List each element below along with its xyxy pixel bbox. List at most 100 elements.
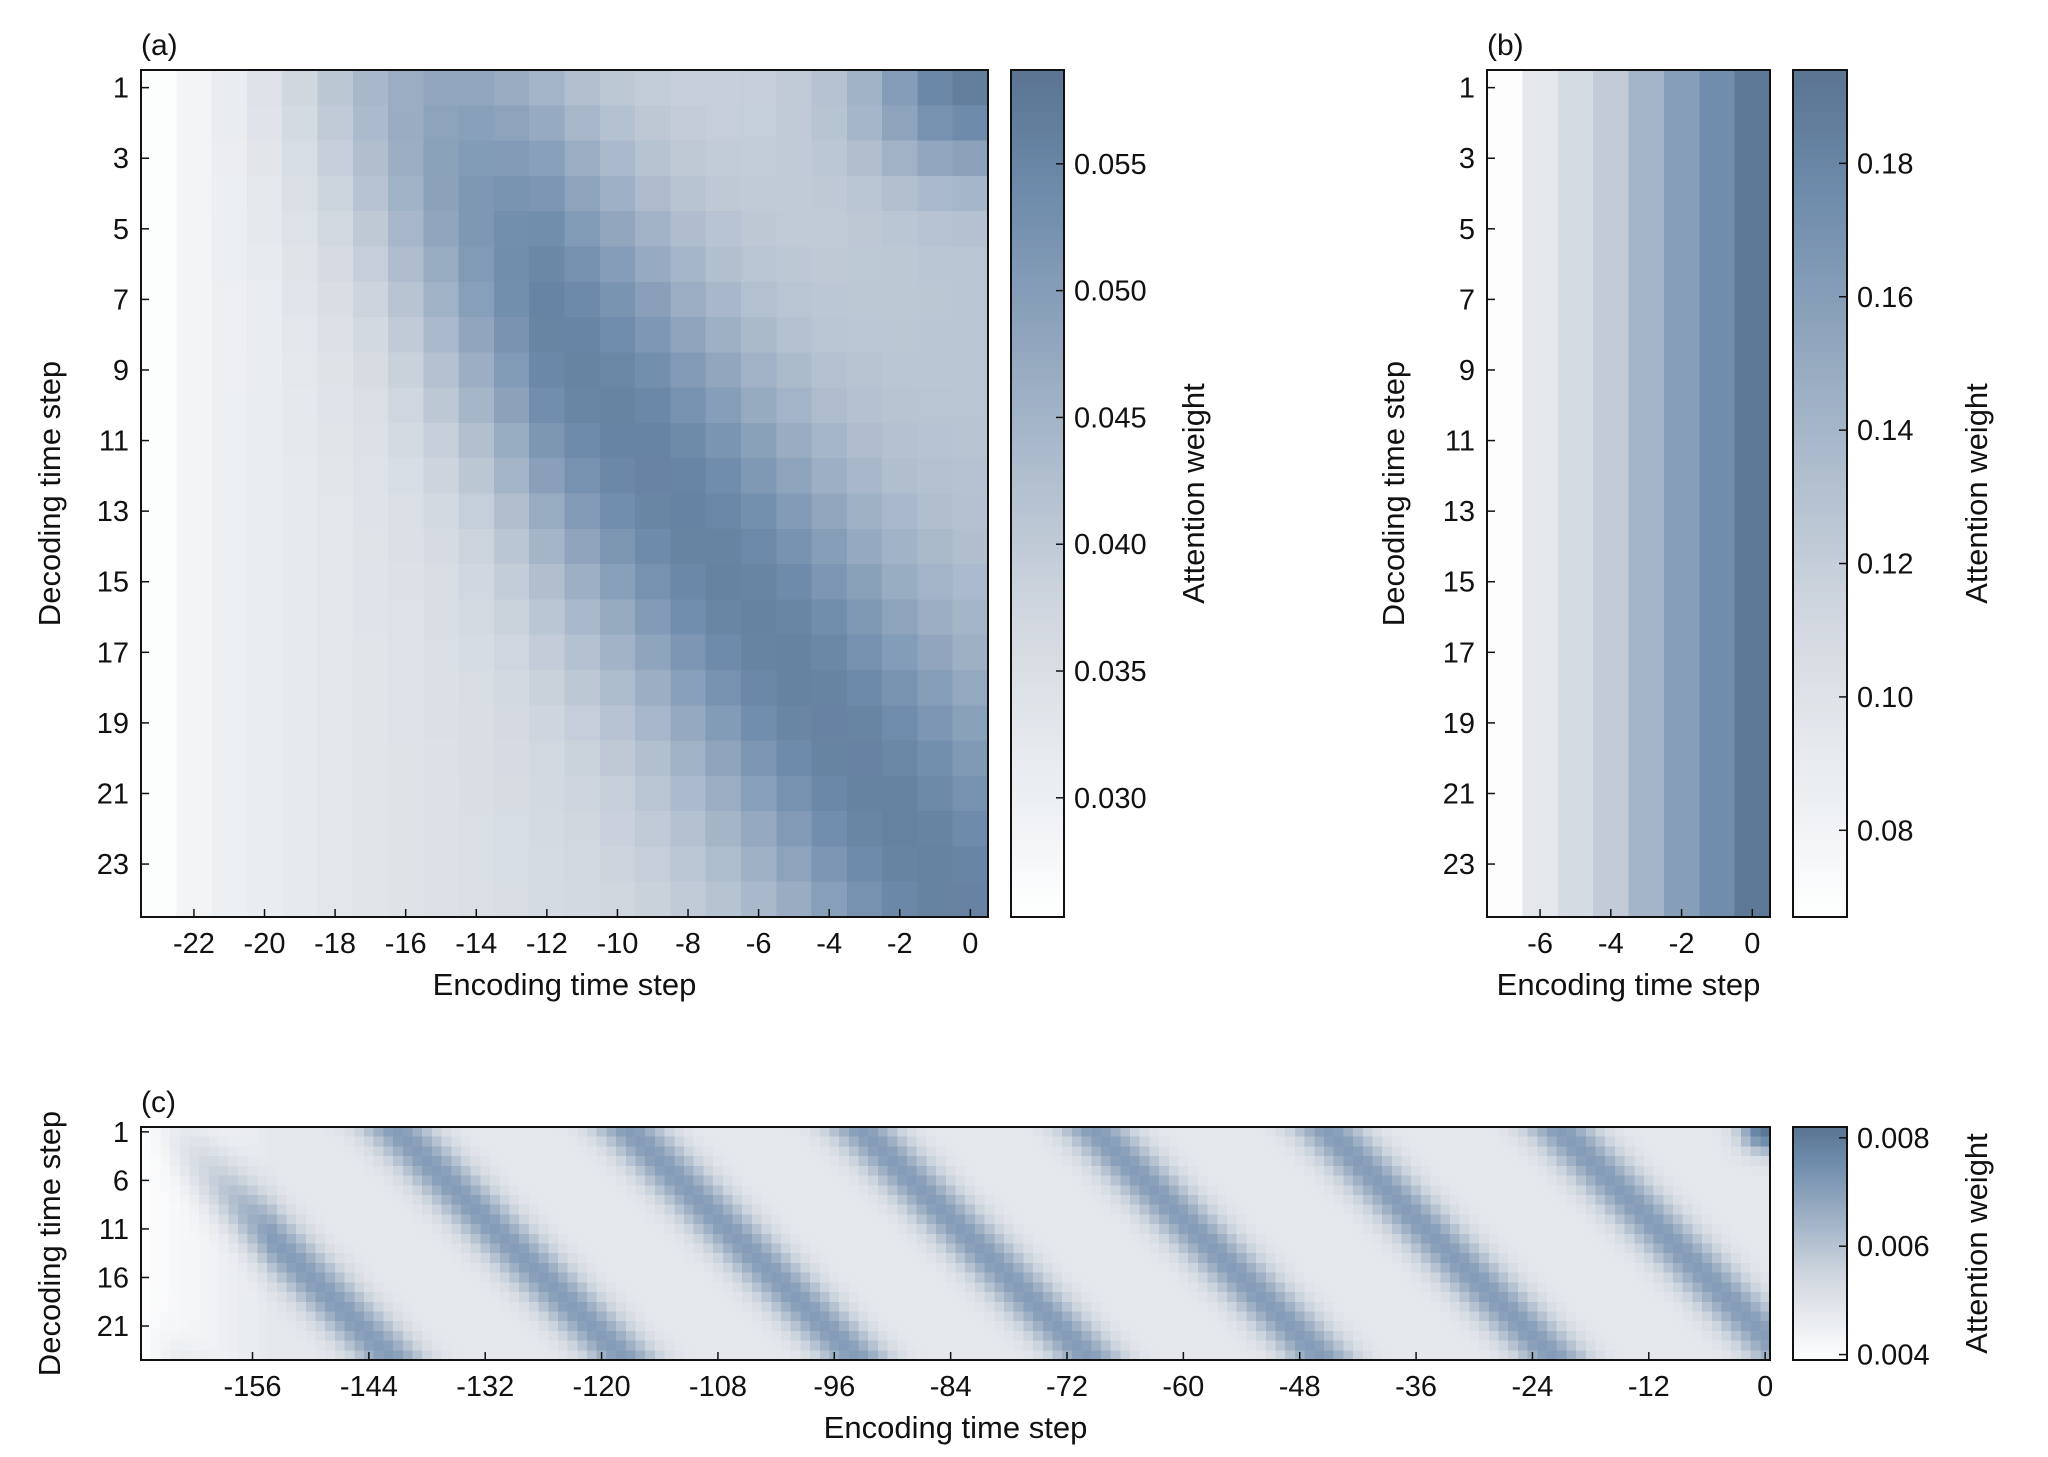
heatmap-cell [829,1185,840,1196]
heatmap-cell [490,1233,501,1245]
heatmap-cell [1401,1175,1412,1186]
heatmap-cell [1537,1282,1548,1293]
heatmap-cell [170,1156,181,1167]
heatmap-cell [317,387,354,424]
heatmap-cell [493,422,530,459]
heatmap-cell [557,1194,569,1206]
heatmap-cell [1091,1194,1102,1206]
heatmap-cell [528,1127,540,1138]
heatmap-cell [1246,1146,1257,1157]
heatmap-cell [1275,1204,1286,1215]
heatmap-cell [208,1165,220,1177]
heatmap-cell [1256,1311,1267,1322]
heatmap-cell [237,1282,249,1293]
heatmap-cell [684,1136,695,1148]
heatmap-cell [776,634,813,671]
heatmap-cell [1353,1224,1364,1235]
heatmap-cell [1469,1214,1480,1225]
heatmap-cell [1353,1272,1364,1283]
heatmap-cell [1391,1311,1403,1322]
heatmap-cell [936,1194,947,1206]
heatmap-cell [810,1282,821,1293]
heatmap-cell [1207,1165,1218,1177]
y-tick-label: 3 [113,143,129,175]
heatmap-cell [868,1185,879,1196]
heatmap-cell [599,317,636,353]
heatmap-cell [246,634,283,671]
heatmap-cell [740,422,777,459]
heatmap-cell [1217,1330,1228,1342]
heatmap-cell [917,705,954,742]
y-axis-label: Decoding time step [1376,361,1411,626]
heatmap-cell [317,422,354,459]
heatmap-cell [1168,1272,1180,1283]
heatmap-cell [246,422,283,459]
heatmap-cell [790,1301,801,1313]
heatmap-cell [257,1243,268,1254]
heatmap-cell [1721,1136,1732,1148]
heatmap-cell [325,1224,336,1235]
heatmap-cell [1527,1340,1538,1351]
heatmap-cell [1130,1311,1141,1322]
heatmap-cell [1120,1340,1131,1351]
heatmap-cell [354,1194,365,1206]
heatmap-cell [722,1321,734,1332]
heatmap-cell [1227,1292,1238,1303]
heatmap-cell [645,1253,656,1264]
heatmap-cell [645,1233,656,1245]
heatmap-cell [470,1224,481,1235]
heatmap-cell [317,705,354,742]
heatmap-cell [616,1175,627,1186]
heatmap-cell [1605,1243,1616,1254]
heatmap-cell [218,1321,229,1332]
heatmap-cell [286,1136,297,1148]
heatmap-cell [1614,1292,1626,1303]
heatmap-cell [1576,1321,1587,1332]
panel-a: -22 -20 -18 -16 -14 -12 -10 -8 -6 -4 -2 01357911131… [32,29,1211,1002]
heatmap-cell [1227,1185,1238,1196]
heatmap-cell [1217,1185,1228,1196]
heatmap-cell [771,1165,782,1177]
heatmap-cell [1628,422,1665,459]
heatmap-cell [548,1340,559,1351]
heatmap-cell [897,1194,908,1206]
heatmap-cell [211,634,248,671]
heatmap-cell [722,1311,734,1322]
heatmap-cell [917,317,954,353]
heatmap-cell [286,1243,297,1254]
heatmap-cell [1634,1185,1645,1196]
heatmap-cell [670,528,707,565]
heatmap-cell [1585,1214,1597,1225]
heatmap-cell [742,1340,753,1351]
heatmap-cell [1653,1165,1664,1177]
heatmap-cell [352,669,389,706]
heatmap-cell [670,422,707,459]
heatmap-cell [1207,1253,1218,1264]
heatmap-cell [1120,1243,1131,1254]
heatmap-cell [722,1340,734,1351]
heatmap-cell [1508,1175,1519,1186]
heatmap-cell [751,1340,763,1351]
heatmap-cell [1430,1233,1441,1245]
heatmap-cell [1227,1214,1238,1225]
heatmap-cell [1440,1262,1451,1274]
y-tick-label: 9 [1459,355,1475,387]
heatmap-cell [907,1194,918,1206]
heatmap-cell [1653,1146,1664,1157]
heatmap-cell [1033,1185,1044,1196]
heatmap-cell [1673,1253,1684,1264]
heatmap-cell [1178,1127,1189,1138]
heatmap-cell [1178,1165,1189,1177]
heatmap-cell [1557,811,1594,848]
heatmap-cell [1731,1136,1742,1148]
heatmap-cell [1566,1301,1577,1313]
heatmap-cell [917,140,954,177]
heatmap-cell [1033,1253,1044,1264]
heatmap-cell [1023,1301,1034,1313]
heatmap-cell [1576,1194,1587,1206]
heatmap-cell [1614,1321,1626,1332]
heatmap-cell [1333,1156,1344,1167]
heatmap-cell [1595,1311,1606,1322]
heatmap-cell [383,1214,394,1225]
heatmap-cell [1653,1224,1664,1235]
